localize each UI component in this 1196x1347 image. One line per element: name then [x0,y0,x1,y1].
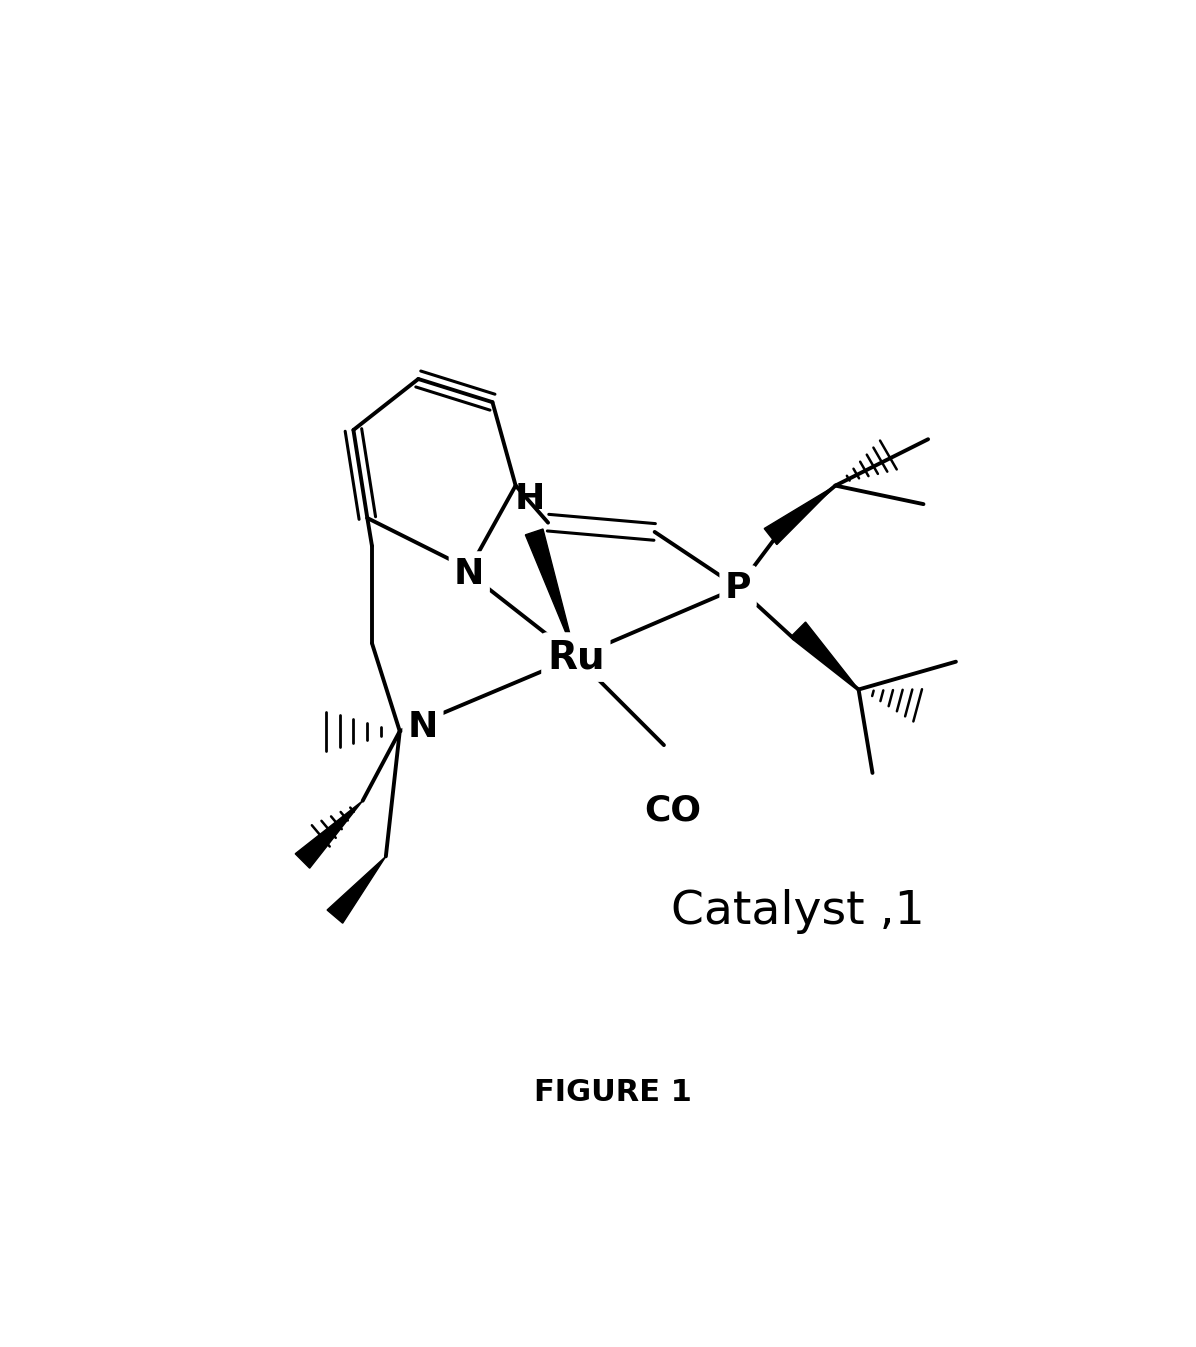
Text: Catalyst ,1: Catalyst ,1 [671,889,926,935]
Text: N: N [454,556,484,590]
Text: CO: CO [645,793,702,827]
Text: N: N [408,710,438,744]
Polygon shape [525,529,576,657]
Text: P: P [725,571,751,605]
Text: FIGURE 1: FIGURE 1 [533,1078,692,1107]
Polygon shape [327,857,386,923]
Polygon shape [295,800,362,869]
Text: H: H [514,482,544,516]
Polygon shape [791,622,859,690]
Polygon shape [764,485,835,544]
Text: Ru: Ru [547,638,605,676]
